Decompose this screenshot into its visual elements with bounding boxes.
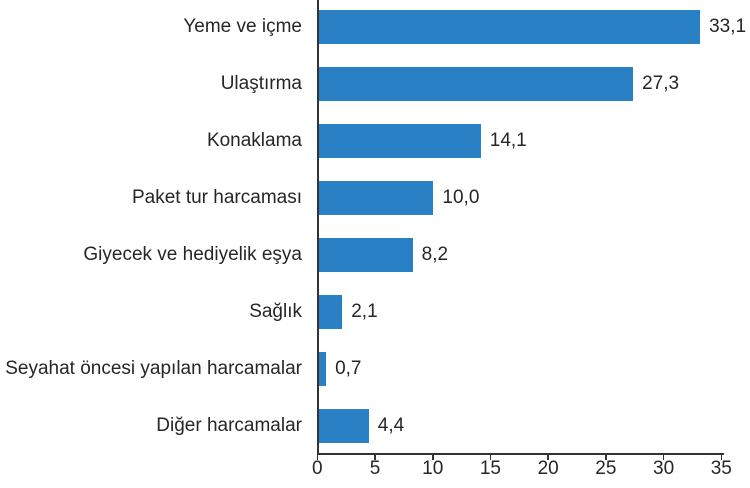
bar	[318, 295, 343, 329]
x-tick-mark	[662, 453, 665, 460]
category-label: Ulaştırma	[220, 73, 302, 94]
bar	[318, 238, 413, 272]
x-tick-mark	[316, 453, 319, 460]
bar-row: Yeme ve içme 33,1	[0, 10, 750, 44]
x-tick-label: 20	[537, 458, 559, 479]
category-label: Seyahat öncesi yapılan harcamalar	[5, 358, 302, 379]
x-tick-label: 35	[710, 458, 732, 479]
category-label: Diğer harcamalar	[156, 415, 302, 436]
value-label: 27,3	[642, 73, 680, 94]
value-label: 10,0	[442, 187, 480, 208]
value-label: 8,2	[421, 244, 449, 265]
x-tick-mark	[374, 453, 376, 460]
category-label: Yeme ve içme	[183, 16, 302, 37]
x-tick-mark	[720, 453, 723, 460]
bar-row: Diğer harcamalar 4,4	[0, 409, 750, 443]
x-tick-label: 25	[595, 458, 617, 479]
bar-row: Seyahat öncesi yapılan harcamalar 0,7	[0, 352, 750, 386]
category-label: Sağlık	[249, 301, 302, 322]
x-tick-label: 30	[653, 458, 675, 479]
bar-row: Giyecek ve hediyelik eşya 8,2	[0, 238, 750, 272]
bar-row: Ulaştırma 27,3	[0, 67, 750, 101]
value-label: 14,1	[489, 130, 527, 151]
x-tick-label: 0	[312, 458, 323, 479]
bar-row: Sağlık 2,1	[0, 295, 750, 329]
x-tick-mark	[605, 453, 607, 460]
value-label: 0,7	[335, 358, 362, 379]
bar	[318, 181, 434, 215]
value-label: 33,1	[709, 16, 747, 37]
bar	[318, 124, 481, 158]
x-axis-line	[316, 453, 724, 455]
bar	[318, 409, 369, 443]
x-tick-mark	[489, 453, 492, 460]
bar-row: Paket tur harcaması 10,0	[0, 181, 750, 215]
x-tick-label: 10	[422, 458, 444, 479]
category-label: Paket tur harcaması	[131, 187, 302, 208]
x-tick-label: 15	[479, 458, 501, 479]
x-tick-label: 5	[369, 458, 381, 479]
x-tick-mark	[547, 453, 549, 460]
category-label: Konaklama	[206, 130, 302, 151]
x-tick-mark	[431, 453, 434, 460]
bar	[318, 67, 634, 101]
category-label: Giyecek ve hediyelik eşya	[83, 244, 302, 265]
bar-row: Konaklama 14,1	[0, 124, 750, 158]
bar	[318, 10, 701, 44]
value-label: 4,4	[377, 415, 405, 436]
bar	[318, 352, 327, 386]
y-axis-line	[316, 0, 319, 454]
value-label: 2,1	[351, 301, 378, 322]
